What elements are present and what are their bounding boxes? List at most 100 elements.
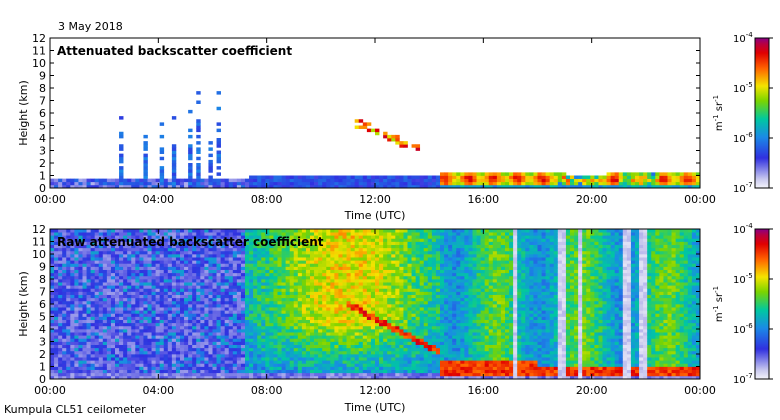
heat-cell (464, 184, 469, 189)
heat-cell (236, 357, 242, 361)
heat-cell (253, 297, 258, 302)
heat-cell (78, 263, 83, 267)
heat-cell (127, 375, 132, 380)
heat-cell (106, 282, 112, 286)
heat-cell (66, 300, 71, 305)
heat-cell (541, 184, 546, 189)
heat-cell (236, 313, 242, 317)
heat-cell (127, 263, 132, 267)
heat-cell (257, 288, 262, 292)
heat-cell (236, 322, 242, 327)
heat-cell (273, 250, 278, 255)
heat-cell (66, 325, 71, 330)
heat-cell (147, 335, 152, 339)
heat-cell (253, 257, 258, 261)
heat-cell (155, 341, 161, 345)
heat-cell (228, 375, 234, 380)
heat-cell (159, 341, 165, 345)
heat-cell (119, 282, 124, 286)
heat-cell (541, 172, 546, 176)
heat-cell (171, 338, 177, 342)
heat-cell (74, 257, 79, 261)
heat-cell (379, 332, 384, 336)
heat-cell (220, 341, 226, 345)
heat-cell (330, 369, 335, 374)
heat-cell (54, 322, 59, 327)
heat-cell (249, 269, 254, 274)
heat-cell (448, 184, 453, 189)
heat-cell (679, 181, 685, 186)
heat-cell (387, 329, 392, 333)
heat-cell (123, 229, 128, 233)
panel-attenuated-backscatter: Attenuated backscatter coefficient 01234… (17, 31, 773, 222)
heat-cell (387, 247, 392, 252)
heat-cell (679, 172, 685, 176)
heat-cell (106, 366, 112, 370)
y-tick-label: 7 (39, 95, 46, 108)
heat-cell (334, 279, 339, 283)
heat-cell (448, 172, 453, 176)
heat-cell (119, 322, 124, 327)
heat-cell (196, 238, 201, 242)
heat-cell (196, 316, 201, 320)
heat-cell (395, 316, 400, 320)
heat-cell (322, 369, 327, 374)
heat-cell (293, 350, 299, 355)
heat-cell (314, 279, 319, 283)
heat-cell (322, 285, 327, 289)
heat-cell (354, 241, 360, 245)
heat-cell (139, 338, 144, 342)
heat-cell (525, 184, 530, 189)
heat-cell (232, 332, 238, 336)
heat-cell (240, 269, 246, 274)
heat-cell (224, 354, 230, 358)
heat-cell (50, 257, 55, 261)
heat-cell (208, 282, 213, 286)
heat-cell (155, 282, 161, 286)
heat-cell (54, 313, 59, 317)
heat-cell (310, 291, 315, 295)
heat-cell (115, 375, 120, 380)
heat-cell (54, 250, 59, 255)
heat-cell (277, 338, 282, 342)
heat-cell (127, 229, 132, 233)
heat-cell (383, 347, 388, 352)
heat-cell (135, 304, 140, 308)
heat-cell (358, 260, 364, 264)
heat-cell (496, 172, 502, 176)
heat-cell (249, 366, 254, 370)
heat-cell (62, 244, 67, 249)
heat-cell (257, 316, 262, 320)
heat-cell (383, 366, 388, 370)
heat-cell (257, 272, 262, 277)
heat-cell (66, 307, 71, 311)
heat-cell (74, 184, 79, 189)
heat-cell (586, 178, 591, 183)
heat-cell (310, 350, 315, 355)
heat-cell (310, 363, 315, 367)
heat-cell (265, 316, 270, 320)
heat-cell (354, 369, 360, 374)
heat-cell (66, 244, 71, 249)
heat-cell (379, 232, 384, 236)
heat-cell (184, 229, 189, 233)
heat-cell (472, 181, 477, 186)
x-tick-label: 04:00 (142, 193, 174, 206)
heat-cell (346, 184, 351, 189)
heat-cell (322, 350, 327, 355)
heat-cell (196, 147, 201, 151)
heat-cell (346, 329, 351, 333)
heat-cell (314, 300, 319, 305)
heat-cell (143, 275, 148, 280)
heat-cell (82, 335, 87, 339)
heat-cell (220, 329, 226, 333)
heat-cell (147, 235, 152, 239)
heat-cell (253, 275, 258, 280)
heat-cell (135, 275, 140, 280)
heat-cell (62, 288, 67, 292)
heat-cell (257, 338, 262, 342)
heat-cell (671, 178, 676, 183)
heat-cell (200, 300, 205, 305)
heat-cell (115, 297, 120, 302)
heat-cell (208, 297, 213, 302)
